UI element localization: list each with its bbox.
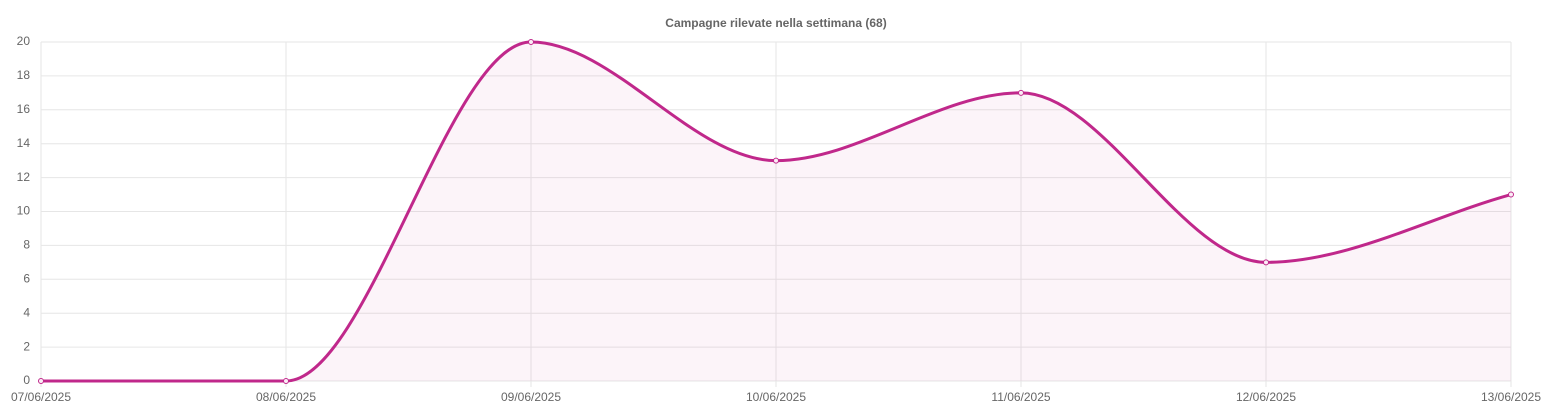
y-tick-label: 6 xyxy=(23,271,30,285)
x-tick-label: 07/06/2025 xyxy=(11,390,71,404)
x-tick-label: 09/06/2025 xyxy=(501,390,561,404)
y-tick-label: 18 xyxy=(17,68,31,82)
point xyxy=(1263,259,1269,266)
y-tick-label: 16 xyxy=(17,102,31,116)
line xyxy=(41,40,1512,383)
x-tick-label: 11/06/2025 xyxy=(991,390,1050,404)
chart-title: Campagne rilevate nella settimana (68) xyxy=(665,16,886,30)
point xyxy=(773,157,779,164)
y-tick-label: 2 xyxy=(23,339,30,353)
x-tick-label: 08/06/2025 xyxy=(256,390,316,404)
point xyxy=(38,378,44,384)
point xyxy=(1018,89,1024,96)
y-tick-label: 20 xyxy=(17,34,31,48)
point xyxy=(283,378,289,384)
x-tick-label: 10/06/2025 xyxy=(746,390,806,404)
x-tick-label: 12/06/2025 xyxy=(1236,390,1296,404)
point xyxy=(528,39,534,45)
y-tick-label: 12 xyxy=(17,170,31,184)
y-tick-label: 14 xyxy=(17,136,31,150)
area xyxy=(41,42,1511,381)
y-tick-label: 8 xyxy=(23,238,30,252)
point xyxy=(1508,191,1514,198)
y-tick-label: 10 xyxy=(17,204,31,218)
y-tick-label: 0 xyxy=(23,373,30,387)
x-tick-label: 13/06/2025 xyxy=(1481,390,1541,404)
y-tick-label: 4 xyxy=(23,305,30,319)
